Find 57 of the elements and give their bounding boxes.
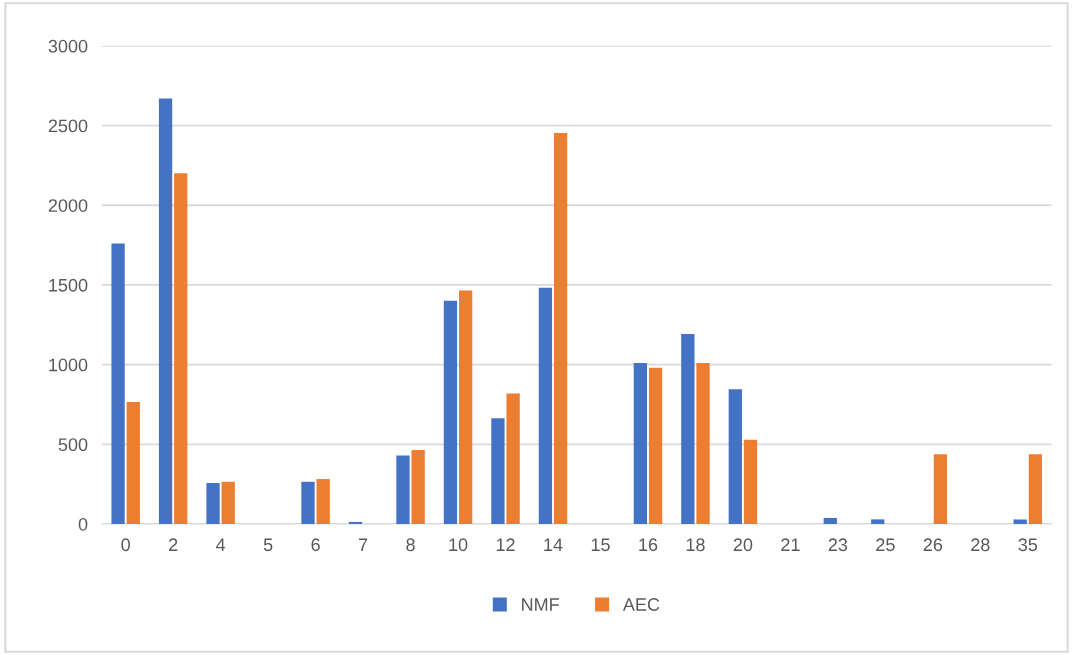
bar bbox=[633, 363, 648, 524]
bar bbox=[553, 133, 568, 524]
bar bbox=[1013, 519, 1027, 524]
y-tick-label: 0 bbox=[78, 517, 88, 531]
x-tick-label: 15 bbox=[591, 538, 610, 552]
bar bbox=[411, 449, 425, 524]
x-tick-label: 26 bbox=[923, 538, 943, 552]
x-tick-label: 25 bbox=[876, 538, 895, 552]
bar bbox=[648, 367, 663, 524]
x-tick-label: 16 bbox=[639, 538, 658, 552]
x-tick-label: 20 bbox=[733, 538, 753, 552]
x-tick-label: 2 bbox=[169, 538, 178, 551]
x-tick-label: 6 bbox=[311, 538, 320, 552]
bar bbox=[126, 402, 140, 524]
x-tick-label: 4 bbox=[216, 538, 226, 551]
bar bbox=[301, 481, 315, 524]
y-tick-label: 1000 bbox=[49, 358, 88, 372]
x-tick-label: 12 bbox=[496, 538, 515, 551]
x-tick-label: 18 bbox=[686, 538, 705, 552]
bar bbox=[221, 481, 235, 524]
legend-label: NMF bbox=[522, 598, 559, 611]
x-tick-label: 21 bbox=[781, 538, 800, 551]
x-tick-label: 5 bbox=[263, 538, 273, 552]
y-tick-label: 3000 bbox=[48, 39, 88, 53]
x-tick-label: 35 bbox=[1018, 538, 1038, 552]
x-tick-label: 14 bbox=[544, 538, 563, 551]
y-tick-label: 1500 bbox=[49, 278, 88, 292]
x-tick-label: 0 bbox=[121, 538, 130, 552]
bar bbox=[506, 393, 520, 524]
bar bbox=[396, 455, 410, 524]
x-tick-label: 10 bbox=[449, 538, 468, 552]
y-tick-label: 2000 bbox=[48, 199, 88, 212]
x-tick-label: 7 bbox=[358, 538, 368, 551]
bar bbox=[743, 439, 758, 524]
y-tick-label: 2500 bbox=[48, 119, 88, 133]
bar bbox=[491, 418, 505, 524]
x-tick-label: 8 bbox=[406, 538, 415, 552]
x-tick-label: 23 bbox=[828, 538, 848, 552]
bar bbox=[933, 454, 948, 524]
bar bbox=[348, 521, 363, 524]
bar bbox=[158, 98, 173, 524]
bar bbox=[458, 290, 473, 524]
bar bbox=[728, 389, 742, 524]
bar bbox=[538, 287, 553, 524]
bar bbox=[696, 363, 710, 524]
bar bbox=[174, 173, 188, 524]
y-tick-label: 500 bbox=[58, 438, 88, 452]
bar bbox=[1028, 454, 1043, 524]
bar bbox=[111, 243, 125, 524]
bar bbox=[206, 483, 220, 524]
legend-label: AEC bbox=[622, 598, 660, 611]
bar bbox=[871, 519, 885, 524]
bar bbox=[443, 300, 458, 524]
bar bbox=[823, 517, 837, 524]
bar bbox=[316, 479, 330, 524]
x-tick-label: 28 bbox=[971, 538, 990, 552]
bar bbox=[681, 334, 695, 524]
